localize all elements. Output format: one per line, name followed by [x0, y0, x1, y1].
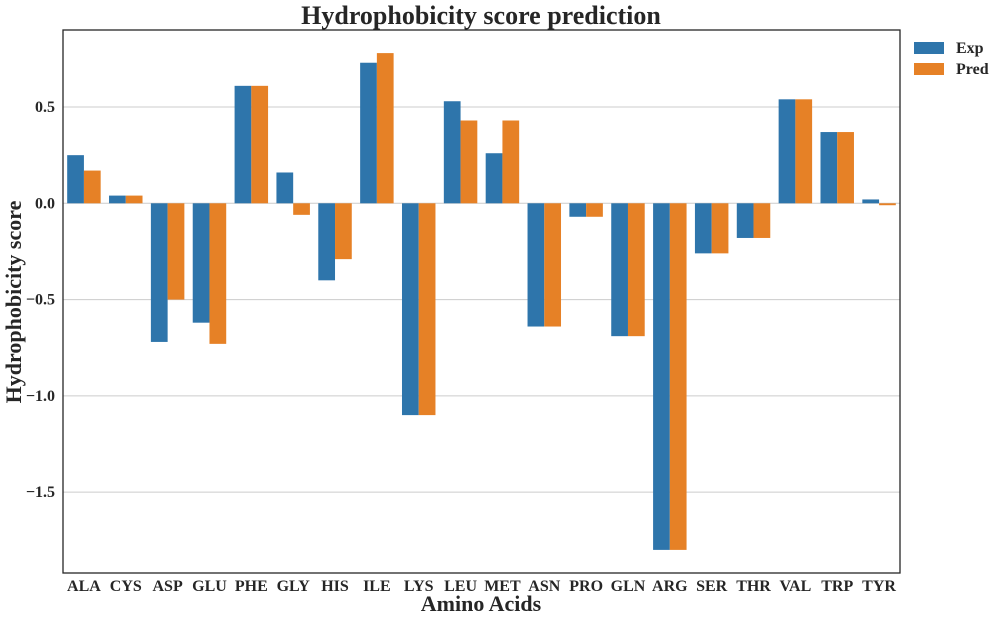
bar-exp-pro	[569, 203, 587, 217]
x-tick-label: SER	[696, 578, 728, 595]
bar-pred-leu	[460, 120, 478, 204]
bar-pred-gln	[627, 203, 645, 337]
x-tick-label: LYS	[404, 578, 434, 595]
bar-pred-ser	[711, 203, 729, 254]
legend-label-exp: Exp	[956, 40, 984, 57]
plot-frame	[62, 29, 901, 574]
bar-exp-thr	[736, 203, 754, 238]
x-tick-label: GLN	[611, 578, 646, 595]
bar-exp-asn	[527, 203, 545, 327]
x-tick-label: ARG	[652, 578, 688, 595]
x-tick-label: HIS	[321, 578, 349, 595]
bar-pred-val	[795, 99, 813, 204]
bar-exp-ala	[67, 155, 84, 204]
bar-exp-gly	[276, 172, 294, 204]
bar-exp-his	[318, 203, 336, 281]
x-tick-label: LEU	[444, 578, 477, 595]
bar-pred-tyr	[879, 203, 896, 206]
x-axis-label: Amino Acids	[421, 591, 542, 616]
bar-pred-thr	[753, 203, 771, 238]
bar-exp-phe	[234, 85, 252, 204]
bar-pred-his	[335, 203, 352, 260]
legend-swatch-exp	[914, 42, 944, 54]
y-axis-ticks: 0.5 0.0 −0.5 −1.0 −1.5	[26, 99, 55, 501]
grid	[63, 106, 900, 493]
x-tick-label: ASP	[153, 578, 183, 595]
legend-swatch-pred	[914, 63, 944, 75]
bar-exp-val	[778, 99, 796, 204]
bar-exp-ile	[360, 62, 377, 204]
y-tick-label: 0.5	[35, 99, 55, 116]
bar-exp-gln	[611, 203, 628, 337]
bar-pred-lys	[418, 203, 436, 416]
bar-pred-met	[502, 120, 520, 204]
bar-exp-asp	[150, 203, 168, 342]
bar-exp-leu	[443, 101, 461, 204]
bar-pred-ala	[83, 170, 101, 204]
bar-exp-tyr	[862, 199, 880, 204]
bar-exp-glu	[192, 203, 210, 323]
bar-pred-asn	[544, 203, 562, 327]
y-axis-label: Hydrophobicity score	[1, 200, 26, 403]
bar-exp-ser	[694, 203, 712, 254]
x-tick-label: GLY	[277, 578, 311, 595]
bar-pred-cys	[125, 195, 143, 204]
bar-exp-trp	[820, 132, 838, 204]
legend-label-pred: Pred	[956, 61, 989, 78]
bar-pred-asp	[167, 203, 185, 300]
bar-exp-cys	[109, 195, 126, 204]
y-tick-label: −1.5	[26, 484, 55, 501]
bar-pred-trp	[837, 132, 854, 204]
x-tick-label: PRO	[569, 578, 603, 595]
bar-pred-glu	[209, 203, 227, 344]
x-axis-ticks: ALA CYS ASP GLU PHE GLY HIS ILE LYS LEU MET ASN PRO G…	[67, 578, 896, 595]
bar-pred-pro	[586, 203, 603, 217]
x-tick-label: MET	[484, 578, 521, 595]
bar-pred-gly	[293, 203, 310, 215]
x-tick-label: THR	[736, 578, 771, 595]
y-tick-label: −1.0	[26, 388, 55, 405]
y-tick-label: −0.5	[26, 292, 55, 309]
x-tick-label: TRP	[821, 578, 853, 595]
bar-exp-lys	[401, 203, 419, 416]
bars	[67, 53, 896, 550]
bar-exp-arg	[653, 203, 670, 550]
chart-title: Hydrophobicity score prediction	[301, 1, 661, 30]
bar-exp-met	[485, 153, 503, 204]
x-tick-label: ASN	[528, 578, 560, 595]
x-tick-label: CYS	[110, 578, 142, 595]
bar-pred-phe	[251, 85, 269, 204]
x-tick-label: ILE	[363, 578, 391, 595]
bar-pred-arg	[669, 203, 687, 550]
legend: Exp Pred	[914, 40, 989, 78]
bar-pred-ile	[376, 53, 394, 204]
x-tick-label: PHE	[235, 578, 268, 595]
x-tick-label: GLU	[192, 578, 227, 595]
x-tick-label: ALA	[67, 578, 101, 595]
y-tick-label: 0.0	[35, 195, 55, 212]
x-tick-label: TYR	[862, 578, 896, 595]
x-tick-label: VAL	[780, 578, 812, 595]
